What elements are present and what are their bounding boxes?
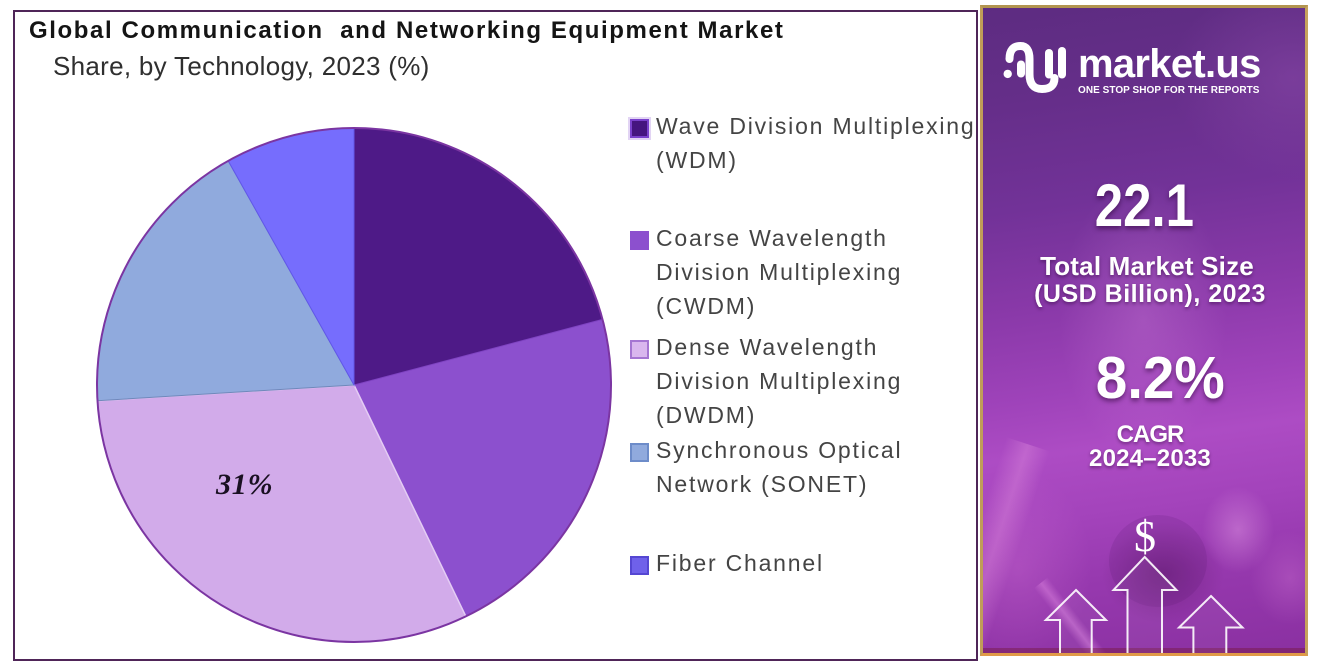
svg-text:$: $	[1134, 512, 1156, 561]
